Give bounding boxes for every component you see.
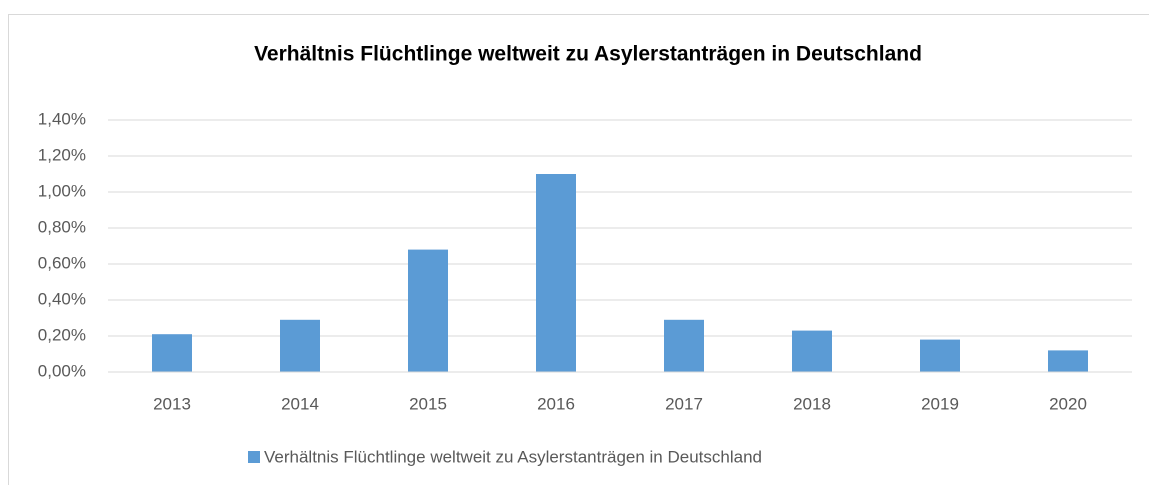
x-tick-label: 2018 bbox=[793, 394, 831, 413]
bar bbox=[664, 319, 704, 372]
x-tick-label: 2015 bbox=[409, 394, 447, 413]
y-tick-label: 1,40% bbox=[38, 109, 86, 128]
bar bbox=[408, 249, 448, 372]
bar bbox=[1048, 350, 1088, 372]
y-tick-label: 0,80% bbox=[38, 217, 86, 236]
y-tick-label: 1,00% bbox=[38, 181, 86, 200]
x-tick-label: 2019 bbox=[921, 394, 959, 413]
x-tick-label: 2014 bbox=[281, 394, 319, 413]
y-tick-label: 1,20% bbox=[38, 145, 86, 164]
legend-label: Verhältnis Flüchtlinge weltweit zu Asyle… bbox=[264, 447, 762, 466]
y-tick-label: 0,60% bbox=[38, 253, 86, 272]
x-tick-label: 2013 bbox=[153, 394, 191, 413]
bar bbox=[792, 330, 832, 372]
y-tick-label: 0,40% bbox=[38, 289, 86, 308]
bar bbox=[920, 339, 960, 372]
chart-title: Verhältnis Flüchtlinge weltweit zu Asyle… bbox=[254, 43, 922, 66]
chart-border bbox=[8, 14, 1149, 485]
x-tick-label: 2020 bbox=[1049, 394, 1087, 413]
bar bbox=[280, 319, 320, 372]
legend-swatch bbox=[248, 451, 260, 463]
bar bbox=[536, 174, 576, 372]
x-tick-label: 2017 bbox=[665, 394, 703, 413]
x-tick-label: 2016 bbox=[537, 394, 575, 413]
y-tick-label: 0,00% bbox=[38, 361, 86, 380]
y-tick-label: 0,20% bbox=[38, 325, 86, 344]
bar bbox=[152, 334, 192, 372]
